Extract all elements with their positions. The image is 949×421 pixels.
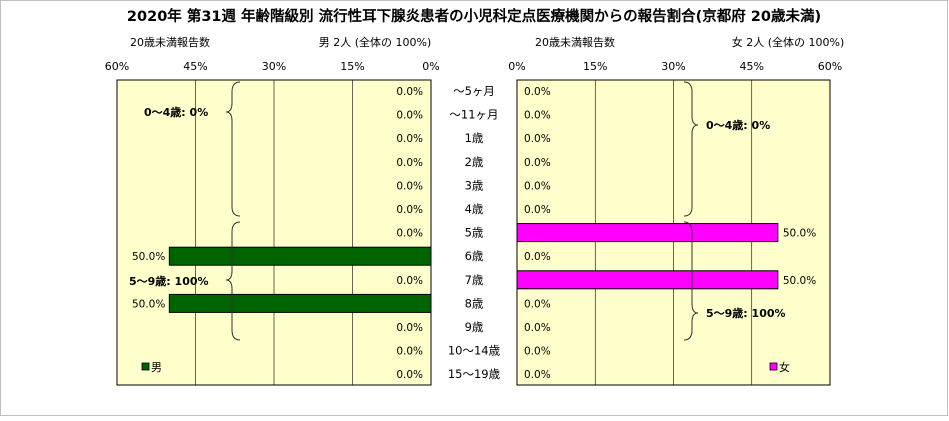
female-axis-caption: 20歳未満報告数 (535, 36, 615, 49)
female-value-label: 0.0% (524, 298, 551, 310)
x-tick-label: 0% (508, 60, 525, 73)
female-value-label: 0.0% (524, 180, 551, 192)
x-tick-label: 45% (183, 60, 207, 73)
male-annotation-5-9: 5～9歳: 100% (129, 274, 209, 288)
category-label: 2歳 (465, 155, 484, 169)
category-label: 7歳 (465, 273, 484, 287)
x-tick-label: 45% (740, 60, 764, 73)
female-value-label: 50.0% (783, 275, 816, 287)
bars (168, 223, 779, 313)
category-label: 5歳 (465, 226, 484, 240)
category-label: 4歳 (465, 202, 484, 216)
category-label: 15～19歳 (448, 367, 501, 381)
category-labels: ～5ヶ月 ～11ヶ月 1歳 2歳 3歳 4歳 5歳 6歳 7歳 8歳 9歳 10～14歳 15～19歳 (448, 84, 501, 381)
x-tick-label: 30% (661, 60, 685, 73)
male-legend-label: 男 (151, 361, 162, 374)
female-value-label: 0.0% (524, 251, 551, 263)
category-label: ～5ヶ月 (453, 84, 495, 98)
category-label: 9歳 (465, 320, 484, 334)
male-value-label: 50.0% (132, 298, 165, 310)
chart-title: 2020年 第31週 年齢階級別 流行性耳下腺炎患者の小児科定点医療機関からの報… (127, 7, 821, 25)
female-legend-label: 女 (779, 360, 790, 374)
x-tick-labels: 60% 45% 30% 15% 0% 0% 15% 30% 45% 60% (105, 60, 842, 73)
male-value-label: 0.0% (396, 133, 423, 145)
female-bar (516, 270, 779, 290)
category-label: 8歳 (465, 296, 484, 310)
category-label: 6歳 (465, 249, 484, 263)
female-value-label: 0.0% (524, 322, 551, 334)
male-value-label: 0.0% (396, 180, 423, 192)
x-tick-label: 30% (262, 60, 286, 73)
x-tick-label: 0% (422, 60, 439, 73)
female-value-label: 50.0% (783, 228, 816, 240)
male-value-label: 0.0% (396, 228, 423, 240)
category-label: 3歳 (465, 178, 484, 192)
male-bar (168, 246, 432, 266)
male-legend-swatch (141, 362, 150, 371)
male-value-label: 0.0% (396, 110, 423, 122)
female-value-label: 0.0% (524, 346, 551, 358)
female-header: 女 2人 (全体の 100%) (732, 35, 845, 49)
female-brace-5-9 (683, 221, 699, 341)
female-legend-swatch (769, 362, 778, 371)
category-label: 10～14歳 (448, 344, 501, 358)
female-annotation-5-9: 5～9歳: 100% (706, 306, 786, 320)
male-value-label: 0.0% (396, 322, 423, 334)
female-value-label: 0.0% (524, 86, 551, 98)
x-tick-label: 60% (105, 60, 129, 73)
male-value-label: 0.0% (396, 86, 423, 98)
female-value-label: 0.0% (524, 369, 551, 381)
female-annotation-0-4: 0～4歳: 0% (706, 118, 770, 132)
female-value-label: 0.0% (524, 133, 551, 145)
x-tick-label: 60% (818, 60, 842, 73)
female-brace-0-4 (683, 81, 699, 217)
male-axis-caption: 20歳未満報告数 (130, 36, 210, 49)
female-bar (516, 223, 779, 243)
male-brace-0-4 (225, 81, 241, 217)
female-value-label: 0.0% (524, 204, 551, 216)
male-value-label: 0.0% (396, 275, 423, 287)
x-tick-label: 15% (340, 60, 364, 73)
male-brace-5-9 (225, 221, 241, 341)
x-tick-label: 15% (583, 60, 607, 73)
female-value-label: 0.0% (524, 110, 551, 122)
male-annotation-0-4: 0～4歳: 0% (144, 105, 208, 119)
value-labels: 0.0% 0.0% 0.0% 0.0% 0.0% 0.0% 0.0% 50.0% 0.0% 50.… (132, 86, 816, 381)
male-bar (168, 293, 432, 313)
male-header: 男 2人 (全体の 100%) (319, 35, 432, 49)
category-label: ～11ヶ月 (449, 108, 498, 122)
male-braces (225, 81, 241, 341)
male-value-label: 0.0% (396, 204, 423, 216)
category-label: 1歳 (465, 131, 484, 145)
female-braces (683, 81, 699, 341)
male-value-label: 50.0% (132, 251, 165, 263)
female-value-label: 0.0% (524, 157, 551, 169)
male-value-label: 0.0% (396, 369, 423, 381)
male-value-label: 0.0% (396, 346, 423, 358)
male-value-label: 0.0% (396, 157, 423, 169)
